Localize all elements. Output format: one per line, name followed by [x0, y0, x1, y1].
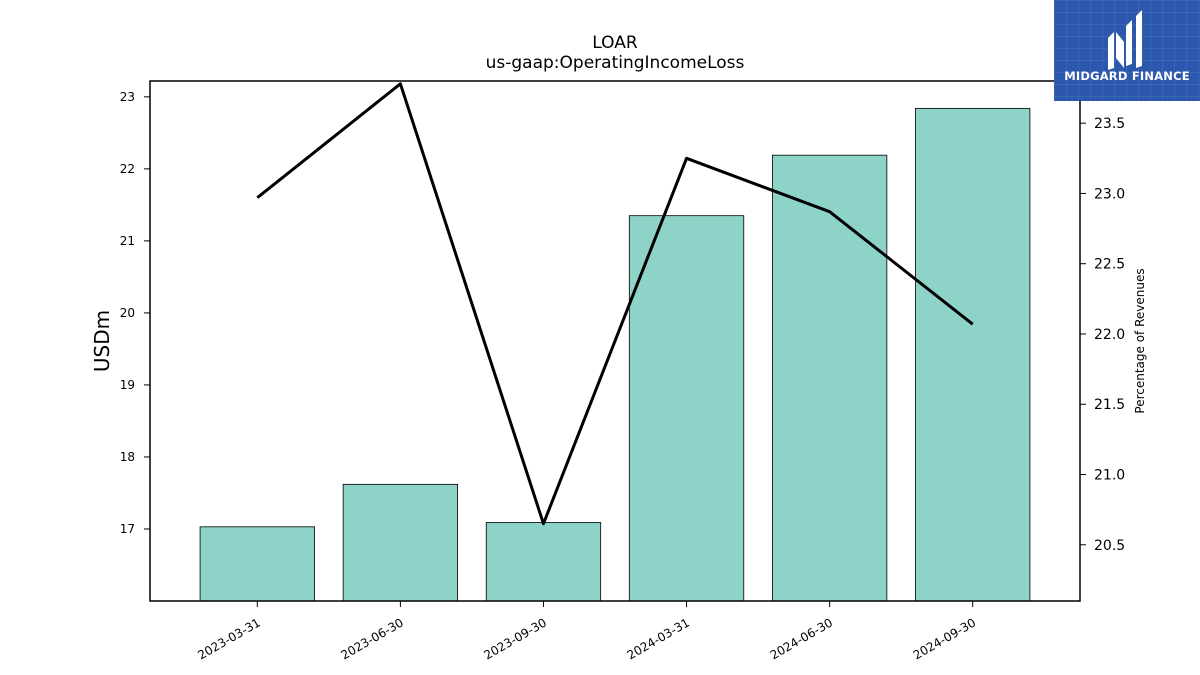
plot-frame: [149, 80, 1081, 602]
bar-series: [199, 107, 1031, 602]
y-tick-label: 23: [120, 90, 135, 104]
x-tick-label: 2023-06-30: [338, 615, 405, 662]
x-tick-label: 2024-09-30: [911, 615, 978, 662]
y-axis-label: USDm: [90, 310, 114, 372]
bar-2024-03-31: [628, 215, 745, 602]
x-tick-label: 2023-09-30: [482, 615, 549, 662]
y2-tick-label: 23.0: [1094, 186, 1125, 202]
y2-tick-label: 20.5: [1094, 538, 1125, 554]
bar-2023-09-30: [485, 522, 602, 602]
bar-2023-06-30: [342, 483, 459, 602]
midgard-logo-icon: [1108, 10, 1142, 70]
y2-axis-label: Percentage of Revenues: [1133, 268, 1147, 413]
y-tick-label: 22: [120, 162, 135, 176]
x-tick-label: 2024-06-30: [768, 615, 835, 662]
midgard-finance-logo: MIDGARD FINANCE: [1054, 0, 1200, 101]
chart-title: LOAR: [592, 33, 638, 53]
y-axis-left: 17 18 19 20 21 22 23: [120, 90, 150, 536]
bar-2023-03-31: [199, 526, 315, 602]
y2-tick-label: 23.5: [1094, 116, 1125, 132]
line-series: [256, 82, 974, 526]
y-tick-label: 18: [120, 450, 135, 464]
y2-tick-label: 22.5: [1094, 257, 1125, 273]
y-tick-label: 19: [120, 378, 135, 392]
y-tick-label: 21: [120, 234, 135, 248]
chart-subtitle: us-gaap:OperatingIncomeLoss: [486, 53, 745, 73]
y2-tick-label: 21.5: [1094, 397, 1125, 413]
y2-tick-label: 22.0: [1094, 327, 1125, 343]
logo-text: MIDGARD FINANCE: [1064, 69, 1190, 83]
y-tick-label: 17: [120, 522, 135, 536]
x-axis: 2023-03-31 2023-06-30 2023-09-30 2024-03-31…: [195, 601, 978, 662]
y2-tick-label: 21.0: [1094, 468, 1125, 484]
y-tick-label: 20: [120, 306, 135, 320]
bar-2024-06-30: [771, 154, 888, 602]
x-tick-label: 2023-03-31: [195, 615, 262, 662]
y-axis-right: 20.5 21.0 21.5 22.0 22.5 23.0 23.5: [1080, 116, 1125, 554]
x-tick-label: 2024-03-31: [625, 615, 692, 662]
bar-2024-09-30: [915, 107, 1031, 602]
percentage-line: [256, 82, 974, 526]
